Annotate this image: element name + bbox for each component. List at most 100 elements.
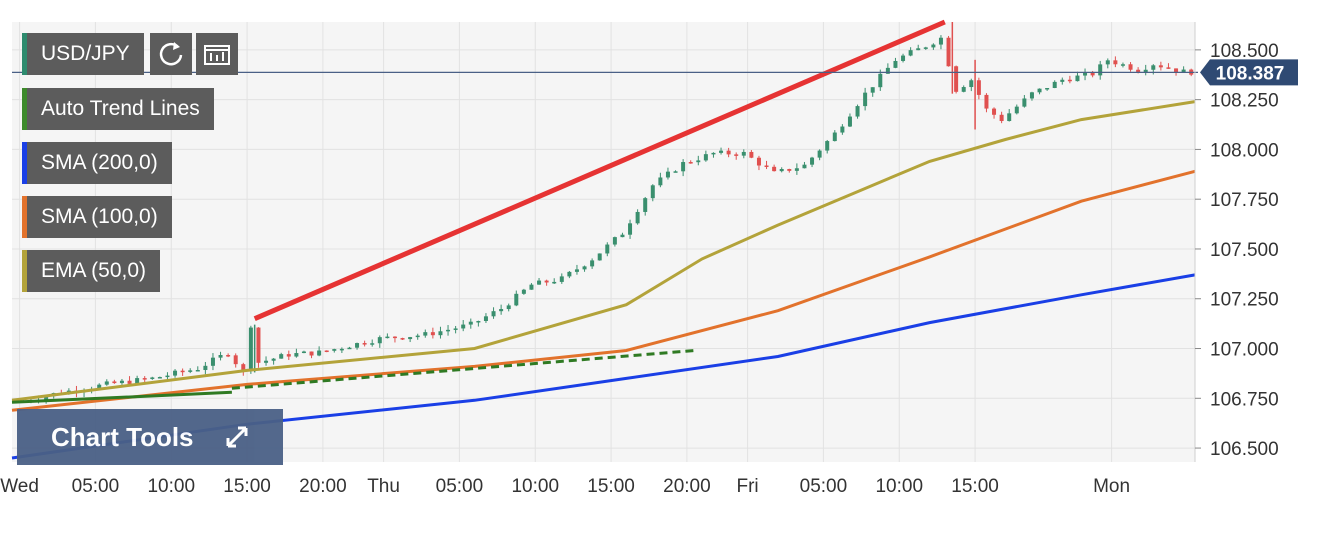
candle-body xyxy=(347,347,352,350)
candle-body xyxy=(248,327,253,371)
chart-tools-label: Chart Tools xyxy=(51,422,194,452)
candle-body xyxy=(673,171,678,173)
candle-settings-button[interactable] xyxy=(196,33,238,75)
candle-body xyxy=(377,337,382,344)
chart-tools-button[interactable]: Chart Tools xyxy=(17,409,283,465)
candle-body xyxy=(233,355,238,365)
candle-body xyxy=(802,164,807,169)
x-tick-label: 15:00 xyxy=(223,476,271,497)
legend-sma100[interactable]: SMA (100,0) xyxy=(22,196,172,238)
candle-body xyxy=(643,198,648,212)
y-tick-label: 107.750 xyxy=(1210,190,1279,211)
candle-body xyxy=(476,320,481,323)
candle-body xyxy=(931,44,936,48)
candle-body xyxy=(256,327,261,363)
candle-body xyxy=(119,380,124,384)
series-line xyxy=(11,273,1196,460)
legend-sma200[interactable]: SMA (200,0) xyxy=(22,142,172,184)
candle-body xyxy=(703,154,708,161)
candle-body xyxy=(301,351,306,354)
x-tick-label: Mon xyxy=(1093,476,1130,497)
candle-body xyxy=(483,316,488,321)
x-tick-label: Thu xyxy=(367,476,400,497)
candle-body xyxy=(658,177,663,186)
candle-body xyxy=(332,349,337,351)
candle-body xyxy=(1045,87,1050,90)
x-tick-label: 15:00 xyxy=(587,476,635,497)
candle-body xyxy=(711,152,716,155)
trend-line xyxy=(253,19,946,321)
candle-body xyxy=(923,47,928,49)
candle-body xyxy=(385,336,390,339)
candle-body xyxy=(203,365,208,370)
legend-symbol[interactable]: USD/JPY xyxy=(22,33,144,75)
candle-body xyxy=(370,343,375,345)
axes: 108.500 108.250 108.000 107.750 107.500 107.2… xyxy=(0,22,1298,497)
legend-symbol-label: USD/JPY xyxy=(41,42,130,65)
candle-settings-icon xyxy=(204,45,230,65)
candle-body xyxy=(1098,64,1103,76)
candle-body xyxy=(787,169,792,171)
legend-auto-trend[interactable]: Auto Trend Lines xyxy=(22,88,214,130)
candle-body xyxy=(992,108,997,115)
candle-body xyxy=(400,338,405,340)
y-tick-label: 106.500 xyxy=(1210,439,1279,460)
candle-body xyxy=(1166,67,1171,69)
candle-body xyxy=(810,157,815,165)
candle-body xyxy=(286,354,291,357)
candle-body xyxy=(878,73,883,88)
candle-body xyxy=(142,378,147,380)
legend-ema50[interactable]: EMA (50,0) xyxy=(22,250,161,292)
y-tick-label: 107.500 xyxy=(1210,240,1279,261)
candle-body xyxy=(825,141,830,151)
candle-body xyxy=(392,336,397,339)
candle-body xyxy=(1014,106,1019,114)
candle-body xyxy=(741,151,746,156)
candle-body xyxy=(150,377,155,379)
candle-body xyxy=(1128,64,1133,70)
candle-body xyxy=(794,168,799,171)
candle-body xyxy=(1143,69,1148,73)
candle-body xyxy=(355,343,360,348)
candle-body xyxy=(544,280,549,283)
candle-body xyxy=(104,381,109,385)
candle-body xyxy=(597,253,602,261)
refresh-icon xyxy=(159,42,183,66)
legend-swatch-sma100 xyxy=(22,196,27,238)
candle-body xyxy=(916,48,921,51)
legend-swatch-sma200 xyxy=(22,142,27,184)
series-line xyxy=(11,100,1196,402)
x-tick-label: 10:00 xyxy=(511,476,559,497)
candle-body xyxy=(719,150,724,153)
candle-body xyxy=(863,92,868,107)
candle-body xyxy=(1083,72,1088,76)
candle-body xyxy=(938,37,943,45)
candle-body xyxy=(756,157,761,166)
indicator-lines xyxy=(11,19,1198,460)
candle-body xyxy=(339,348,344,351)
candle-body xyxy=(1090,72,1095,76)
candle-body xyxy=(195,369,200,372)
candle-body xyxy=(779,169,784,172)
candle-body xyxy=(1174,68,1179,72)
candle-body xyxy=(279,354,284,359)
candle-body xyxy=(1075,75,1080,82)
candle-body xyxy=(415,335,420,338)
candle-body xyxy=(893,60,898,68)
candle-body xyxy=(1067,79,1072,82)
candle-body xyxy=(438,331,443,336)
candle-body xyxy=(491,311,496,317)
candle-body xyxy=(635,211,640,224)
candle-body xyxy=(1029,92,1034,99)
legend-auto-trend-label: Auto Trend Lines xyxy=(41,97,200,120)
candle-body xyxy=(612,237,617,245)
candle-body xyxy=(537,280,542,285)
candle-body xyxy=(696,160,701,163)
x-tick-label: 15:00 xyxy=(951,476,999,497)
candle-body xyxy=(430,332,435,336)
refresh-button[interactable] xyxy=(150,33,192,75)
legend-sma200-label: SMA (200,0) xyxy=(41,151,158,174)
candle-body xyxy=(1120,64,1125,66)
candle-body xyxy=(423,332,428,336)
trend-line xyxy=(11,390,232,404)
